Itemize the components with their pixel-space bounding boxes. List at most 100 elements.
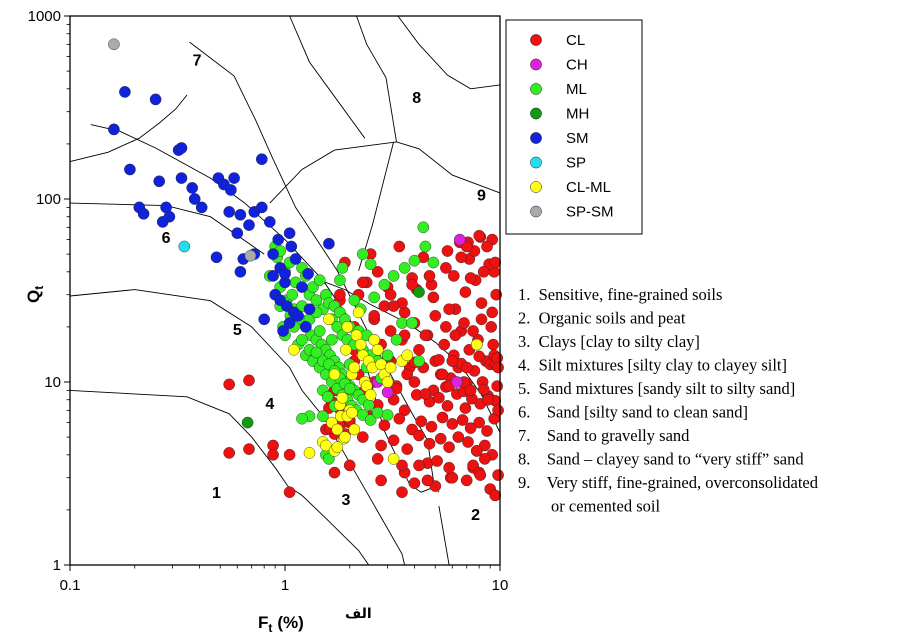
data-point-cl-ml — [331, 441, 344, 454]
data-point-sm — [292, 309, 304, 322]
legend-marker-mh — [530, 107, 542, 120]
zone-boundary-12 — [356, 15, 397, 142]
zone-descriptions: 1. Sensitive, fine-grained soils 2. Organ… — [518, 285, 819, 516]
x-tick-label: 10 — [492, 577, 509, 594]
data-point-sm — [255, 153, 268, 165]
data-point-sm — [234, 265, 247, 278]
zone-label-7: 7 — [193, 52, 202, 69]
data-point-cl — [425, 420, 438, 433]
data-point-cl-ml — [364, 389, 377, 401]
zone-label-2: 2 — [471, 507, 480, 524]
data-point-cl-ml — [354, 338, 367, 351]
data-point-sm — [228, 172, 240, 184]
data-point-ml — [310, 346, 323, 359]
data-point-ml — [364, 258, 377, 271]
data-point-cl — [243, 443, 255, 455]
data-point-sm — [296, 281, 308, 293]
zone-labels: 1 2 3 4 5 6 7 8 9 — [162, 52, 486, 524]
data-point-cl — [487, 338, 500, 351]
data-point-cl-ml — [320, 439, 332, 452]
data-point-cl — [343, 459, 356, 472]
data-point-cl — [455, 251, 468, 264]
data-point-cl — [485, 321, 498, 333]
data-point-cl — [470, 445, 483, 457]
data-point-cl — [473, 229, 486, 242]
legend-label: CL-ML — [566, 179, 611, 196]
data-point-ml — [413, 355, 425, 367]
zone-boundary-1 — [69, 389, 370, 566]
legend-box — [505, 19, 643, 235]
data-point-cl-ml — [387, 453, 400, 465]
legend-label: SP-SM — [566, 204, 614, 221]
data-point-ml — [317, 410, 329, 423]
data-point-cl — [387, 300, 400, 312]
data-point-cl — [406, 278, 418, 291]
data-point-cl — [460, 361, 473, 374]
data-point-cl — [368, 309, 381, 322]
y-tick-label: 100 — [36, 191, 61, 208]
legend-label: SP — [566, 155, 586, 172]
data-point-cl — [482, 393, 494, 406]
zone-description-line: 9. Very stiff, fine-grained, overconsoli… — [518, 473, 819, 492]
data-point-sm — [243, 219, 255, 231]
zone-description-line: 8. Sand – clayey sand to “very stiff” sa… — [518, 450, 804, 469]
data-point-ml — [364, 414, 377, 426]
data-point-cl — [371, 265, 384, 278]
data-point-cl — [419, 388, 432, 400]
data-point-cl — [475, 313, 488, 326]
data-point-ml — [286, 288, 299, 301]
data-point-ml — [390, 333, 403, 346]
data-point-sm — [302, 267, 314, 280]
legend-label: SM — [566, 130, 589, 147]
data-point-cl — [446, 355, 459, 367]
y-tick-label: 1 — [53, 557, 61, 574]
data-point-cl — [393, 240, 406, 253]
data-point-cl — [401, 368, 414, 381]
data-point-sm — [279, 267, 291, 280]
data-point-cl — [475, 297, 488, 309]
legend-marker-cl-ml — [530, 181, 542, 193]
data-point-ml — [313, 325, 326, 337]
data-point-cl — [478, 439, 491, 452]
data-point-ml — [417, 221, 430, 234]
data-point-cl — [423, 270, 436, 282]
data-point-cl — [452, 431, 465, 443]
data-point-cl — [473, 350, 486, 363]
data-point-cl — [334, 288, 346, 301]
zone-boundary-11 — [289, 15, 366, 139]
data-point-cl — [371, 453, 384, 465]
data-point-ml — [396, 317, 408, 329]
legend-marker-ch — [530, 58, 542, 71]
data-point-cl-ml — [339, 431, 351, 443]
data-point-cl — [283, 486, 296, 499]
zone-description-line: or cemented soil — [518, 497, 660, 516]
data-point-cl-ml — [348, 423, 361, 436]
data-point-ml — [408, 254, 421, 267]
data-point-sm — [210, 251, 223, 264]
y-tick-label: 1000 — [28, 8, 61, 25]
data-point-cl — [223, 447, 235, 459]
data-point-sm — [283, 317, 296, 329]
data-point-cl — [459, 402, 472, 414]
data-point-cl — [443, 303, 455, 316]
data-point-cl-ml — [384, 361, 397, 374]
data-point-cl — [478, 453, 491, 465]
zone-boundary-10 — [438, 505, 450, 566]
zone-description-line: 1. Sensitive, fine-grained soils — [518, 285, 722, 304]
data-point-cl — [441, 400, 454, 412]
data-point-cl — [431, 455, 443, 467]
data-point-sm — [124, 163, 136, 176]
zone-description-line: 6. Sand [silty sand to clean sand] — [518, 403, 748, 422]
data-point-sp — [178, 240, 191, 253]
data-point-ml — [427, 256, 440, 269]
data-point-cl — [283, 448, 296, 461]
data-point-sm — [234, 208, 247, 221]
data-point-sm — [303, 303, 316, 316]
data-point-sp-sm — [108, 38, 120, 51]
data-point-cl — [223, 378, 235, 391]
data-point-sm — [258, 313, 271, 326]
data-point-cl — [464, 384, 477, 397]
data-point-cl — [464, 422, 477, 434]
data-point-cl — [328, 466, 341, 479]
